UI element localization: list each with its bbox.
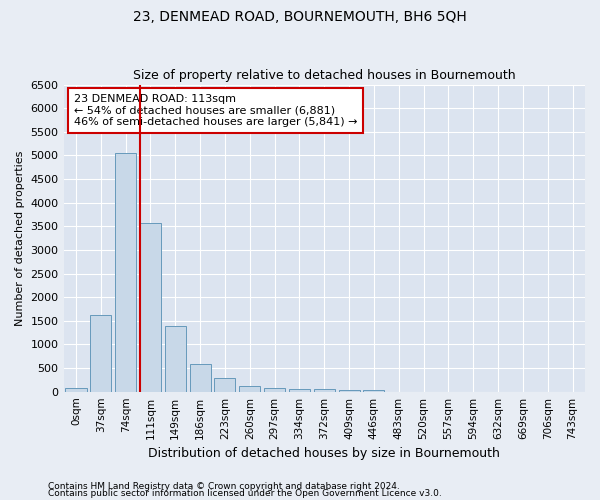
Bar: [338, 390, 359, 392]
Bar: [314, 390, 335, 392]
Bar: [214, 378, 235, 392]
Bar: [264, 388, 285, 392]
Bar: [190, 364, 211, 392]
Text: Contains HM Land Registry data © Crown copyright and database right 2024.: Contains HM Land Registry data © Crown c…: [48, 482, 400, 491]
Bar: [289, 390, 310, 392]
Title: Size of property relative to detached houses in Bournemouth: Size of property relative to detached ho…: [133, 69, 515, 82]
Bar: [239, 386, 260, 392]
Text: 23, DENMEAD ROAD, BOURNEMOUTH, BH6 5QH: 23, DENMEAD ROAD, BOURNEMOUTH, BH6 5QH: [133, 10, 467, 24]
Bar: [364, 390, 385, 392]
X-axis label: Distribution of detached houses by size in Bournemouth: Distribution of detached houses by size …: [148, 447, 500, 460]
Bar: [140, 222, 161, 392]
Bar: [165, 326, 186, 392]
Bar: [90, 315, 112, 392]
Y-axis label: Number of detached properties: Number of detached properties: [15, 150, 25, 326]
Text: Contains public sector information licensed under the Open Government Licence v3: Contains public sector information licen…: [48, 490, 442, 498]
Bar: [115, 152, 136, 392]
Bar: [65, 388, 86, 392]
Text: 23 DENMEAD ROAD: 113sqm
← 54% of detached houses are smaller (6,881)
46% of semi: 23 DENMEAD ROAD: 113sqm ← 54% of detache…: [74, 94, 358, 127]
